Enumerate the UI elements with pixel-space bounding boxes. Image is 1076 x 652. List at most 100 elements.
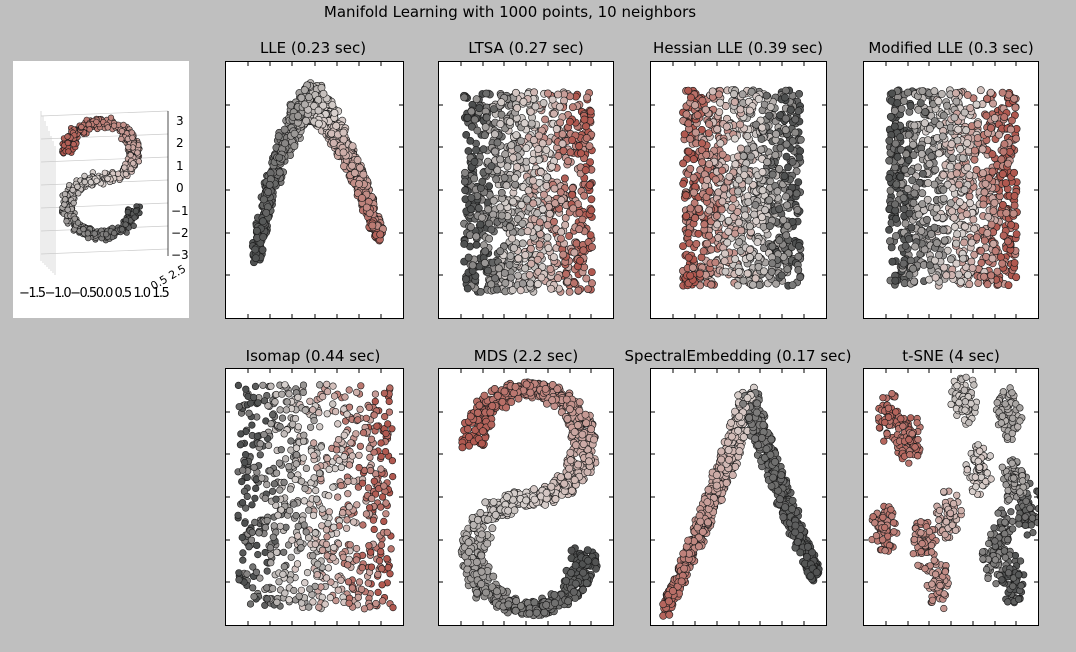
scatter-point [513,144,522,153]
scatter-point [517,228,526,237]
x-tick-labels: −1.5−1.0−0.50.0 0.5 1.0 1.5 [19,286,170,301]
scatter-point [327,129,336,138]
scatter-point [698,158,706,167]
scatter-point [368,221,377,230]
hessian-lle-scatter-axes [650,61,827,319]
scatter-point [300,100,309,109]
scatter-point [775,165,784,173]
scatter-point [329,483,337,491]
scatter-point [520,119,529,128]
scatter-point [587,268,596,276]
scatter-point [489,105,498,113]
scatter-point [746,253,754,262]
scatter-point [134,149,141,156]
scatter-point [562,270,570,278]
scatter-point [69,186,76,194]
scatter-point [952,97,961,106]
scatter-point [701,105,710,114]
s-curve-3d-svg [40,110,169,275]
scatter-point [909,264,917,273]
scatter-point [339,148,348,157]
scatter-point [507,141,516,150]
scatter-point [731,134,739,143]
scatter-point [689,155,698,164]
scatter-point [723,238,732,247]
scatter-point [906,101,915,110]
scatter-point [952,89,960,98]
scatter-point [466,137,475,145]
scatter-point [521,264,529,273]
panel-title-modified-lle: Modified LLE (0.3 sec) [868,39,1034,57]
scatter-point [900,97,908,105]
scatter-point [316,381,324,389]
isomap-scatter-axes [225,368,404,626]
scatter-point [794,178,803,186]
scatter-point [580,263,589,272]
scatter-point [793,206,802,214]
scatter-point [964,270,972,279]
scatter-point [910,277,918,286]
scatter-point [555,102,564,111]
scatter-point [708,87,717,96]
scatter-point [557,234,565,243]
scatter-point [983,94,992,103]
scatter-point [703,239,711,248]
scatter-point [953,136,962,145]
scatter-point [127,165,135,172]
scatter-point [518,219,527,228]
scatter-point [905,271,914,279]
scatter-point [132,208,139,215]
scatter-point [570,248,579,257]
scatter-point [904,88,912,97]
scatter-point [924,136,932,145]
scatter-point [947,255,955,264]
scatter-point [470,157,479,166]
z-tick-label: −2 [171,226,189,240]
scatter-point [503,162,512,171]
scatter-point [496,155,505,164]
scatter-point [248,501,256,509]
scatter-point [918,87,927,95]
z-tick-label: 3 [176,114,184,128]
scatter-point [470,174,479,183]
scatter-point [686,204,695,213]
scatter-point [1010,258,1019,267]
scatter-point [522,144,531,152]
scatter-point [783,221,792,230]
scatter-point [506,223,514,231]
scatter-point [506,118,514,126]
scatter-point [380,517,388,525]
scatter-point [527,244,535,253]
scatter-point [794,242,803,250]
scatter-point [721,267,730,276]
scatter-point [464,253,473,262]
scatter-point [782,231,791,240]
scatter-point [538,205,547,214]
figure-suptitle: Manifold Learning with 1000 points, 10 n… [323,3,697,21]
scatter-point [931,273,940,282]
scatter-point [918,189,927,198]
scatter-point [901,241,910,250]
scatter-point [914,105,923,114]
scatter-point [472,232,481,241]
scatter-point [482,89,491,98]
scatter-point [990,114,999,122]
scatter-point [689,173,698,182]
scatter-point [980,236,989,245]
scatter-point [909,198,918,207]
scatter-point [721,249,729,258]
scatter-point [531,102,540,111]
scatter-point [691,128,700,137]
scatter-point [947,140,956,148]
scatter-point [339,128,348,137]
scatter-point [682,212,691,220]
scatter-point [917,226,926,235]
scatter-point [715,90,723,99]
scatter-point [537,273,546,282]
scatter-point [916,99,925,107]
scatter-point [934,97,943,106]
ltsa-scatter-axes [438,61,614,319]
scatter-svg [864,62,1038,318]
scatter-point [730,90,738,98]
scatter-point [893,153,902,161]
